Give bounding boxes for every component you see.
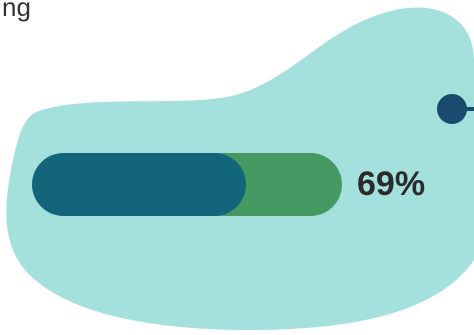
header-partial-text: ng: [2, 0, 31, 22]
connector-dot: [437, 94, 467, 124]
progress-fill: [32, 153, 246, 216]
progress-bar: [32, 153, 342, 216]
progress-percent-label: 69%: [357, 165, 426, 203]
